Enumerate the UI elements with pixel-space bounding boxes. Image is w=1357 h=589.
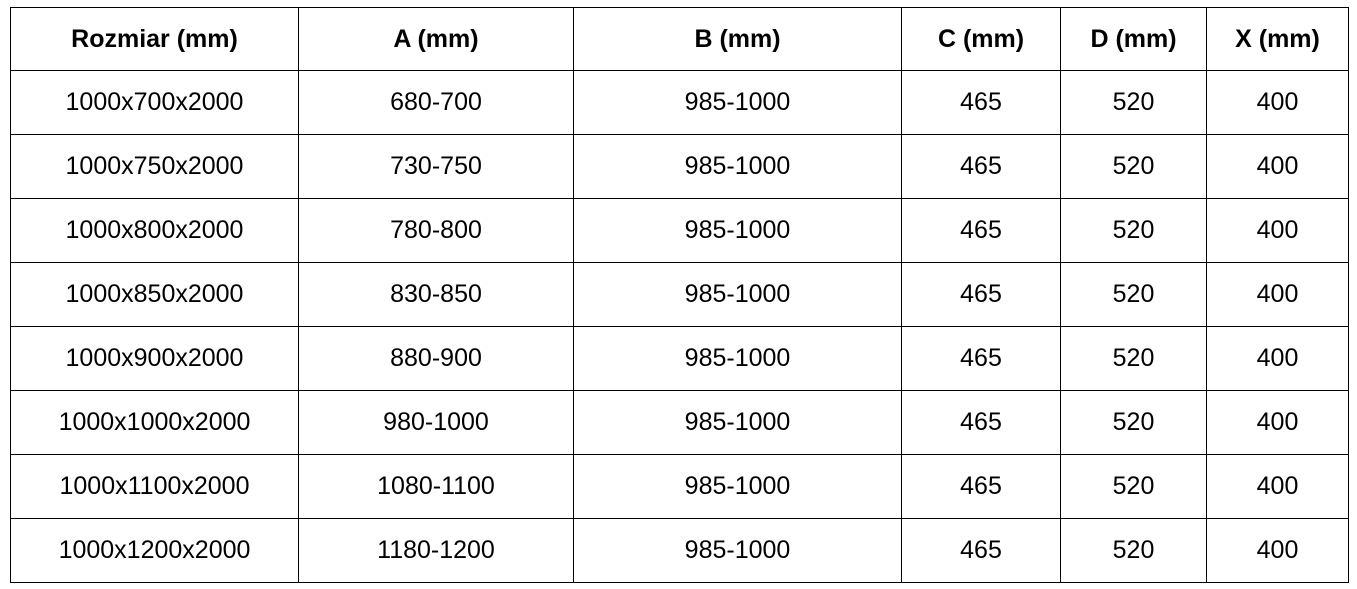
table-cell: 465 — [901, 518, 1061, 583]
table-row: 1000x1100x2000 1080-1100 985-1000 465 520 400 — [10, 454, 1349, 519]
table-cell: 980-1000 — [298, 390, 574, 455]
table-cell: 520 — [1060, 70, 1207, 135]
table-cell: 1080-1100 — [298, 454, 574, 519]
table-cell: 985-1000 — [573, 262, 902, 327]
table-row: 1000x850x2000 830-850 985-1000 465 520 400 — [10, 262, 1349, 327]
table-cell: 400 — [1206, 326, 1349, 391]
table-cell: 985-1000 — [573, 70, 902, 135]
column-header: C (mm) — [901, 7, 1061, 71]
table-cell: 1000x1200x2000 — [10, 518, 299, 583]
table-cell: 465 — [901, 134, 1061, 199]
column-header: A (mm) — [298, 7, 574, 71]
table-cell: 400 — [1206, 454, 1349, 519]
table-cell: 400 — [1206, 198, 1349, 263]
table-row: 1000x900x2000 880-900 985-1000 465 520 400 — [10, 326, 1349, 391]
table-cell: 780-800 — [298, 198, 574, 263]
column-header: Rozmiar (mm) — [10, 7, 299, 71]
table-cell: 400 — [1206, 518, 1349, 583]
table-row: 1000x750x2000 730-750 985-1000 465 520 400 — [10, 134, 1349, 199]
table-cell: 520 — [1060, 518, 1207, 583]
table-cell: 520 — [1060, 390, 1207, 455]
dimensions-table: Rozmiar (mm) A (mm) B (mm) C (mm) D (mm) X (m… — [10, 7, 1349, 583]
table-cell: 465 — [901, 326, 1061, 391]
table-cell: 880-900 — [298, 326, 574, 391]
table-cell: 520 — [1060, 454, 1207, 519]
table-cell: 465 — [901, 454, 1061, 519]
table-cell: 400 — [1206, 262, 1349, 327]
table-cell: 985-1000 — [573, 326, 902, 391]
table-cell: 1000x900x2000 — [10, 326, 299, 391]
table-cell: 465 — [901, 198, 1061, 263]
table-cell: 520 — [1060, 262, 1207, 327]
table-cell: 985-1000 — [573, 134, 902, 199]
table-cell: 1000x1000x2000 — [10, 390, 299, 455]
table-cell: 1180-1200 — [298, 518, 574, 583]
table-cell: 1000x750x2000 — [10, 134, 299, 199]
table-cell: 520 — [1060, 198, 1207, 263]
table-cell: 985-1000 — [573, 198, 902, 263]
column-header: D (mm) — [1060, 7, 1207, 71]
table-cell: 680-700 — [298, 70, 574, 135]
table-cell: 520 — [1060, 134, 1207, 199]
table-cell: 1000x700x2000 — [10, 70, 299, 135]
table-cell: 985-1000 — [573, 390, 902, 455]
table-cell: 830-850 — [298, 262, 574, 327]
table-cell: 400 — [1206, 134, 1349, 199]
table-cell: 465 — [901, 262, 1061, 327]
table-cell: 465 — [901, 70, 1061, 135]
table-cell: 400 — [1206, 390, 1349, 455]
column-header: B (mm) — [573, 7, 902, 71]
table-row: 1000x700x2000 680-700 985-1000 465 520 400 — [10, 70, 1349, 135]
table-cell: 985-1000 — [573, 454, 902, 519]
header-row: Rozmiar (mm) A (mm) B (mm) C (mm) D (mm) X (m… — [10, 7, 1349, 71]
column-header: X (mm) — [1206, 7, 1349, 71]
table-cell: 985-1000 — [573, 518, 902, 583]
table-row: 1000x1000x2000 980-1000 985-1000 465 520 400 — [10, 390, 1349, 455]
table-cell: 465 — [901, 390, 1061, 455]
table-cell: 1000x800x2000 — [10, 198, 299, 263]
table-cell: 520 — [1060, 326, 1207, 391]
table-cell: 1000x1100x2000 — [10, 454, 299, 519]
table-row: 1000x1200x2000 1180-1200 985-1000 465 520 400 — [10, 518, 1349, 583]
table-cell: 1000x850x2000 — [10, 262, 299, 327]
table-cell: 730-750 — [298, 134, 574, 199]
table-row: 1000x800x2000 780-800 985-1000 465 520 400 — [10, 198, 1349, 263]
table-cell: 400 — [1206, 70, 1349, 135]
